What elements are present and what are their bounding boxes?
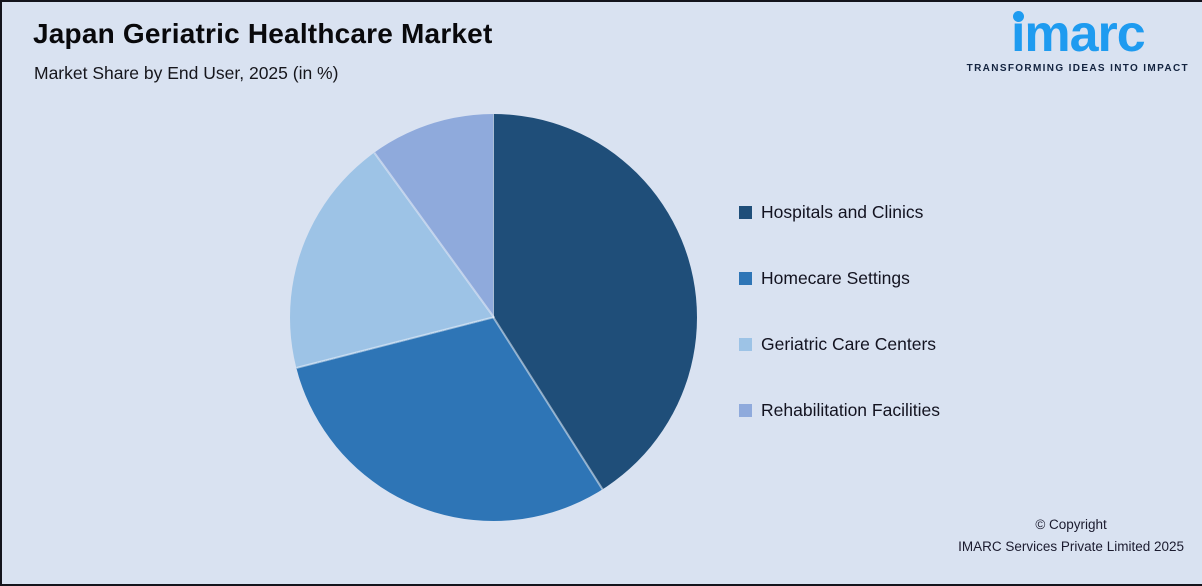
copyright-line1: © Copyright [1035, 517, 1107, 532]
legend: Hospitals and Clinics Homecare Settings … [739, 202, 940, 421]
legend-item: Geriatric Care Centers [739, 334, 940, 355]
legend-marker-homecare-settings [739, 272, 752, 285]
legend-label: Rehabilitation Facilities [761, 400, 940, 420]
pie-chart [290, 114, 697, 521]
logo-tagline: TRANSFORMING IDEAS INTO IMPACT [966, 63, 1189, 74]
pie-slice-divider [373, 152, 495, 318]
chart-subtitle: Market Share by End User, 2025 (in %) [34, 63, 339, 83]
legend-item: Hospitals and Clinics [739, 202, 940, 223]
page-title: Japan Geriatric Healthcare Market [33, 18, 493, 49]
legend-label: Hospitals and Clinics [761, 202, 924, 222]
legend-item: Rehabilitation Facilities [739, 400, 940, 421]
copyright-line2: IMARC Services Private Limited 2025 [958, 539, 1184, 554]
legend-marker-geriatric-care-centers [739, 338, 752, 351]
pie-slice-divider [492, 317, 604, 490]
copyright: © Copyright IMARC Services Private Limit… [958, 514, 1184, 558]
pie-slice-divider [492, 114, 495, 318]
pie-slice-divider [296, 316, 494, 369]
imarc-wordmark: ımarc [1010, 5, 1146, 63]
legend-label: Geriatric Care Centers [761, 334, 937, 354]
imarc-logo: ımarc TRANSFORMING IDEAS INTO IMPACT [967, 8, 1189, 74]
legend-marker-rehabilitation-facilities [739, 404, 752, 417]
legend-marker-hospitals-and-clinics [739, 206, 752, 219]
legend-item: Homecare Settings [739, 268, 940, 289]
imarc-wordmark-text: ımarc [1010, 5, 1146, 63]
legend-label: Homecare Settings [761, 268, 910, 288]
logo-i-dot-icon [1012, 11, 1024, 22]
